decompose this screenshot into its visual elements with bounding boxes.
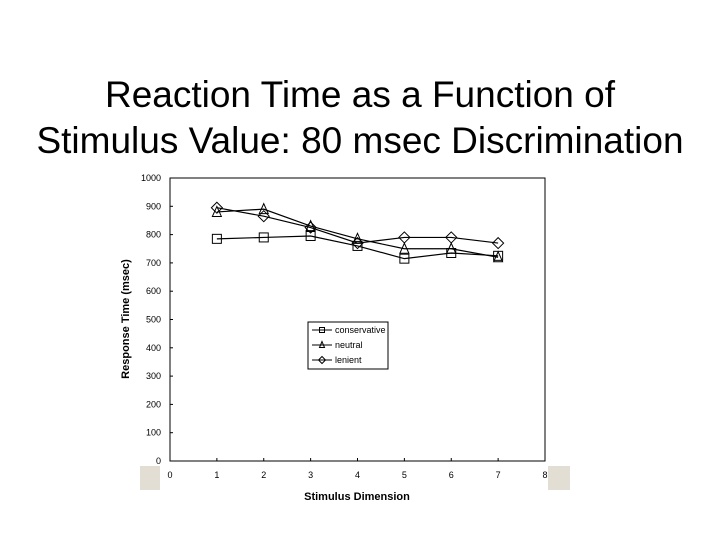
legend-marker-lenient [317, 355, 327, 365]
right-axis-strip [548, 466, 570, 490]
data-point-lenient [445, 231, 458, 244]
legend-label-lenient: lenient [335, 355, 362, 365]
data-point-lenient [210, 201, 224, 214]
data-point-neutral [399, 242, 410, 254]
x-tick-label: 4 [355, 470, 360, 480]
x-tick-label: 3 [308, 470, 313, 480]
y-tick-label: 400 [146, 343, 161, 353]
y-tick-label: 500 [146, 315, 161, 325]
y-tick-label: 1000 [141, 173, 161, 183]
y-axis: 0 100 200 300 400 500 600 700 800 900 1000 [141, 173, 173, 466]
data-point-neutral [445, 242, 457, 254]
data-point-lenient [257, 209, 270, 223]
x-tick-label: 0 [167, 470, 172, 480]
plot-area [169, 177, 546, 462]
y-tick-label: 300 [146, 371, 161, 381]
legend: conservative neutral lenient [307, 321, 389, 370]
data-point-conservative [211, 233, 222, 244]
legend-marker-conservative [319, 327, 325, 333]
title-line-1: Reaction Time as a Function of [104, 74, 616, 115]
data-point-conservative [258, 232, 269, 243]
x-tick-label: 1 [214, 470, 219, 480]
slide-title: Reaction Time as a Function of Stimulus … [0, 72, 720, 164]
data-point-neutral [305, 219, 316, 232]
data-point-lenient [491, 236, 505, 250]
series-line-neutral [216, 208, 499, 258]
x-tick-label: 5 [402, 470, 407, 480]
data-point-lenient [398, 231, 411, 244]
data-point-lenient [351, 236, 364, 250]
data-point-conservative [399, 253, 410, 264]
series-lenient [210, 201, 505, 250]
data-point-conservative [352, 240, 363, 251]
y-tick-label: 0 [156, 456, 161, 466]
x-axis: 0 1 2 3 4 5 6 7 8 [167, 458, 548, 480]
x-tick-label: 8 [542, 470, 547, 480]
legend-label-conservative: conservative [335, 325, 386, 335]
x-tick-label: 6 [449, 470, 454, 480]
data-point-neutral [258, 202, 270, 215]
y-tick-label: 100 [146, 428, 161, 438]
data-point-lenient [304, 221, 317, 234]
series-line-lenient [216, 207, 499, 244]
x-tick-label: 7 [496, 470, 501, 480]
left-axis-strip [140, 466, 160, 490]
data-point-conservative [305, 231, 316, 242]
y-tick-label: 900 [146, 201, 161, 211]
data-point-neutral [492, 250, 504, 263]
x-tick-label: 2 [261, 470, 266, 480]
y-tick-label: 200 [146, 399, 161, 409]
y-tick-label: 700 [146, 258, 161, 268]
legend-marker-neutral [318, 340, 326, 348]
legend-label-neutral: neutral [335, 340, 363, 350]
x-axis-title: Stimulus Dimension [304, 491, 410, 503]
series-layer [210, 201, 505, 264]
y-tick-label: 600 [146, 286, 161, 296]
y-tick-label: 800 [146, 230, 161, 240]
y-axis-title: Response Time (msec) [120, 259, 132, 379]
title-line-2: Stimulus Value: 80 msec Discrimination [36, 120, 684, 161]
